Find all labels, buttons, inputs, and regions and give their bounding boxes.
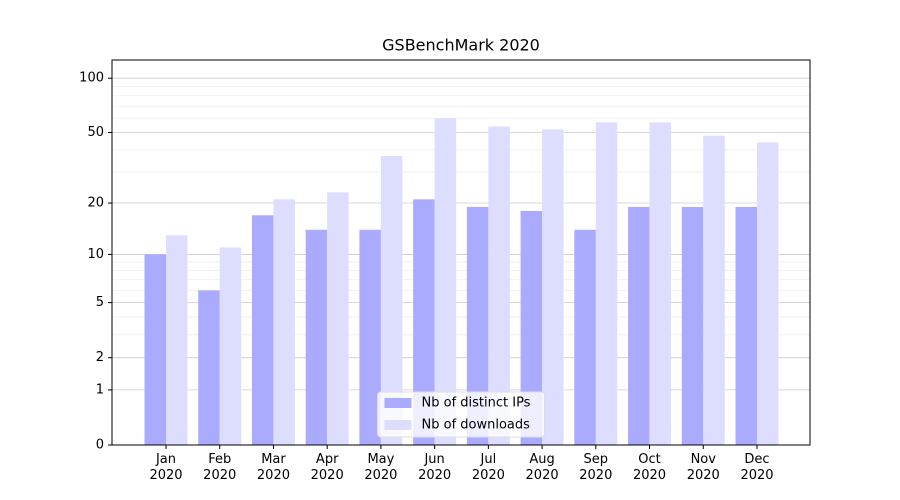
bar: [166, 235, 188, 445]
y-tick-label: 50: [87, 125, 104, 140]
legend-swatch: [384, 398, 412, 408]
bar: [359, 229, 381, 445]
plot-frame: [111, 59, 811, 446]
bar: [198, 290, 220, 445]
bar: [649, 122, 672, 445]
legend-label: Nb of downloads: [422, 418, 531, 433]
x-tick-label: Dec 2020: [740, 452, 774, 483]
bar: [219, 247, 242, 445]
bar: [574, 229, 596, 445]
bar: [273, 199, 295, 445]
bar: [327, 192, 349, 445]
bar: [413, 199, 435, 445]
x-tick-label: May 2020: [364, 452, 398, 483]
y-tick-label: 10: [87, 247, 104, 262]
bar: [466, 206, 489, 445]
y-tick-label: 2: [96, 350, 104, 365]
x-tick-label: Apr 2020: [310, 452, 344, 483]
x-tick-label: Oct 2020: [632, 452, 667, 483]
y-tick-label: 1: [96, 382, 104, 397]
bar: [628, 206, 650, 445]
bar: [520, 210, 543, 445]
bar: [703, 135, 725, 445]
bar: [251, 215, 274, 445]
bar: [305, 229, 328, 445]
bar: [434, 118, 457, 445]
bar: [757, 142, 779, 445]
bar: [542, 129, 564, 446]
bar: [144, 254, 166, 445]
x-tick-label: Aug 2020: [525, 452, 559, 483]
x-tick-label: Mar 2020: [256, 452, 290, 483]
y-tick-label: 100: [79, 71, 104, 86]
bar: [595, 122, 618, 445]
bar: [488, 126, 510, 446]
legend-swatch: [384, 420, 412, 430]
bar: [380, 155, 403, 445]
x-tick-label: Sep 2020: [579, 452, 613, 483]
legend-label: Nb of distinct IPs: [422, 396, 531, 411]
x-tick-label: Nov 2020: [686, 452, 720, 483]
x-tick-label: Jul 2020: [471, 452, 505, 483]
y-tick-label: 5: [96, 295, 104, 310]
y-tick-label: 20: [87, 196, 104, 211]
bar: [735, 206, 757, 445]
bar: [681, 206, 704, 445]
y-tick-label: 0: [96, 438, 104, 453]
x-tick-label: Jun 2020: [418, 452, 452, 483]
x-tick-label: Feb 2020: [203, 452, 237, 483]
chart-title: GSBenchMark 2020: [382, 36, 540, 55]
legend-box: [377, 391, 545, 438]
x-tick-label: Jan 2020: [149, 452, 183, 483]
